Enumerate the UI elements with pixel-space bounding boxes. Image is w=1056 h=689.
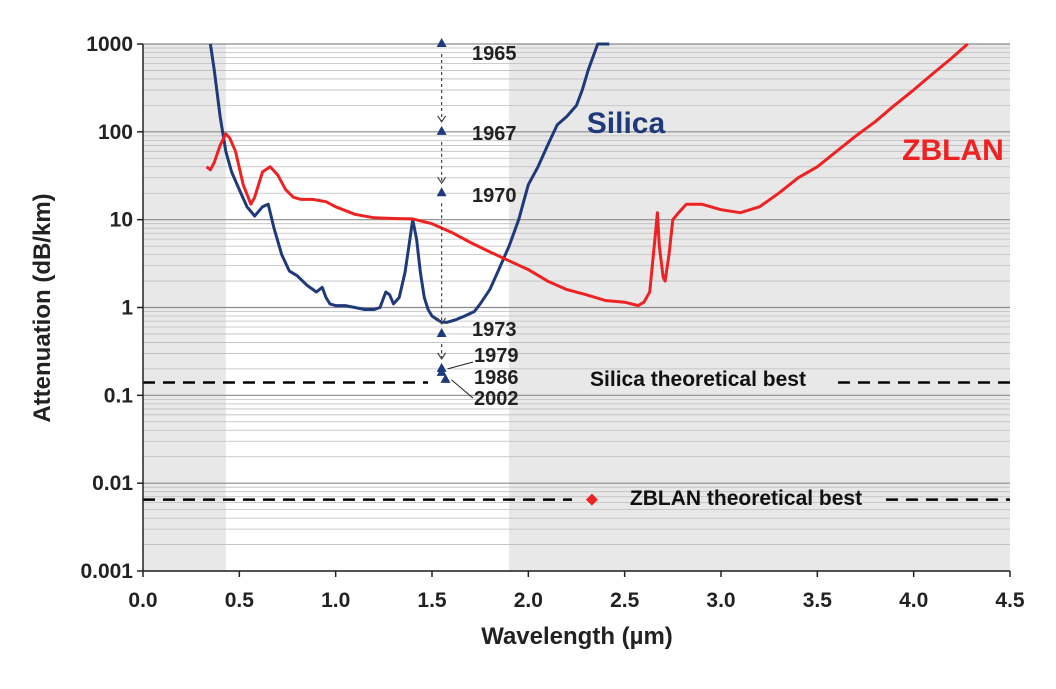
y-tick-label: 1 — [121, 297, 133, 320]
year-marker-2002 — [440, 373, 451, 383]
year-marker-1986 — [436, 366, 447, 376]
y-axis-label: Attenuation (dB/km) — [29, 193, 56, 422]
year-marker-1973 — [436, 327, 447, 337]
year-label-2002: 2002 — [474, 388, 519, 410]
x-tick-label: 0.0 — [128, 589, 157, 612]
x-tick-label: 1.0 — [321, 589, 350, 612]
year-arrow-head — [437, 317, 447, 326]
silica-line — [208, 42, 610, 324]
silica-series-label: Silica — [587, 107, 666, 140]
leader-line-2002 — [451, 379, 474, 399]
year-arrow-head — [437, 352, 447, 360]
y-tick-label: 10 — [110, 209, 133, 232]
y-tick-label: 0.01 — [92, 472, 133, 495]
reference-lines — [143, 381, 1010, 506]
year-label-1970: 1970 — [472, 185, 517, 207]
leader-line-1979 — [447, 361, 474, 370]
year-label-1986: 1986 — [474, 367, 519, 389]
year-label-1967: 1967 — [472, 123, 517, 145]
series-lines — [205, 42, 969, 324]
zblan-theoretical-point — [585, 493, 598, 506]
year-marker-1965 — [436, 38, 447, 47]
zblan-line — [205, 42, 969, 308]
x-tick-label: 2.0 — [514, 589, 543, 612]
year-arrow-head — [437, 176, 447, 185]
axes: 0.001 0.01 0.1 1 10 100 1000 0.0 0.5 1.0 1.5 2.0 2.5… — [80, 33, 1024, 612]
x-tick-label: 4.0 — [899, 589, 928, 612]
zblan-theoretical-best-label: ZBLAN theoretical best — [630, 487, 862, 510]
year-label-1965: 1965 — [472, 43, 517, 65]
x-tick-label: 3.5 — [803, 589, 833, 612]
labels: Wavelength (µm) Attenuation (dB/km) Sili… — [29, 107, 1004, 650]
x-tick-label: 1.5 — [417, 589, 447, 612]
y-tick-label: 100 — [98, 121, 133, 144]
zblan-series-label: ZBLAN — [902, 134, 1004, 167]
year-label-1973: 1973 — [472, 319, 517, 341]
year-arrow-head — [437, 115, 447, 123]
y-tick-label: 1000 — [86, 33, 133, 56]
x-tick-label: 4.5 — [995, 589, 1025, 612]
year-marker-1967 — [436, 125, 447, 135]
year-label-1979: 1979 — [474, 345, 519, 367]
y-tick-label: 0.001 — [80, 560, 133, 583]
gridlines — [143, 43, 1010, 572]
x-tick-label: 0.5 — [225, 589, 255, 612]
silica-theoretical-best-label: Silica theoretical best — [590, 368, 806, 391]
y-tick-label: 0.1 — [104, 384, 134, 407]
x-axis-label: Wavelength (µm) — [481, 623, 673, 650]
x-tick-label: 3.0 — [706, 589, 735, 612]
year-marker-1970 — [436, 187, 447, 197]
x-tick-label: 2.5 — [610, 589, 640, 612]
